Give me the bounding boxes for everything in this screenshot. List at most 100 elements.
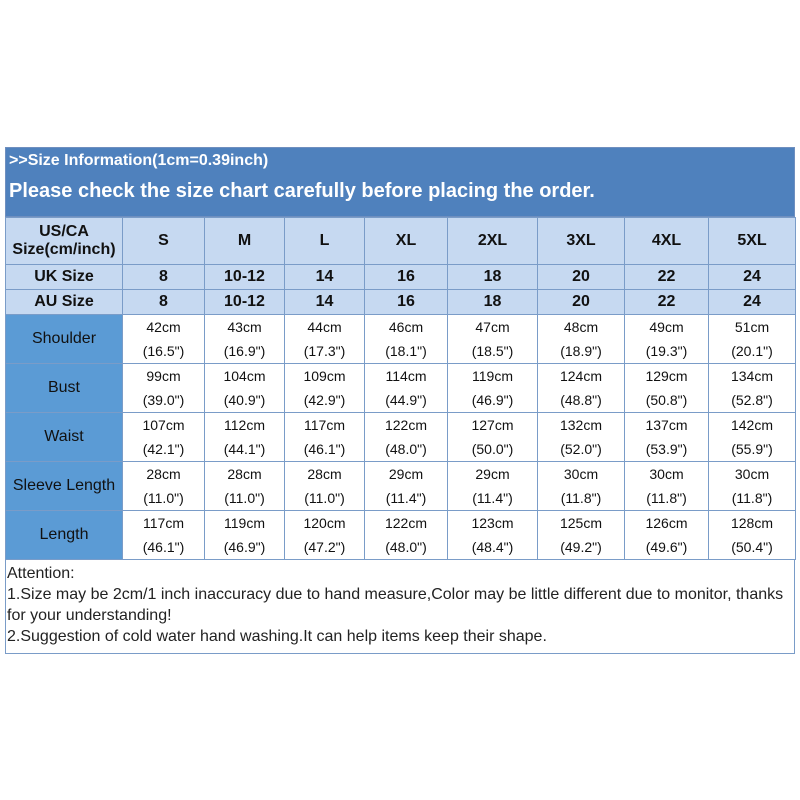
inch-value: (20.1")	[731, 343, 773, 359]
cm-value: 51cm	[734, 319, 770, 335]
inch-value: (39.0")	[142, 392, 185, 408]
cm-value: 44cm	[307, 319, 342, 335]
cm-value: 127cm	[471, 417, 514, 433]
attention-note-1: 1.Size may be 2cm/1 inch inaccuracy due …	[7, 586, 784, 624]
size-chart-notice: Please check the size chart carefully be…	[9, 180, 595, 202]
size-chart: >>Size Information(1cm=0.39inch) Please …	[5, 147, 796, 654]
cm-value: 119cm	[472, 368, 513, 384]
header-cell: 5XL	[708, 217, 796, 265]
inch-value: (11.8")	[560, 490, 602, 506]
cm-value: 142cm	[730, 417, 774, 433]
inch-value: (50.0")	[471, 441, 514, 457]
cm-value: 126cm	[645, 515, 688, 531]
measurement-cell: 112cm (44.1")	[204, 412, 285, 462]
measurement-cell: 109cm (42.9")	[284, 363, 365, 413]
cm-value: 129cm	[645, 368, 688, 384]
inch-value: (11.4")	[385, 490, 427, 506]
measurement-cell: 47cm (18.5")	[447, 314, 538, 364]
measurement-cell: 30cm (11.8")	[537, 461, 625, 511]
inch-value: (42.1")	[142, 441, 185, 457]
inch-value: (19.3")	[645, 343, 688, 359]
measurement-cell: 119cm (46.9")	[447, 363, 538, 413]
header-cell: 3XL	[537, 217, 625, 265]
header-cell: 22	[624, 264, 709, 290]
header-cell: 16	[364, 264, 448, 290]
header-cell: 16	[364, 289, 448, 315]
measurement-cell: 117cm (46.1")	[122, 510, 205, 560]
inch-value: (16.5")	[142, 343, 185, 359]
cm-value: 47cm	[475, 319, 510, 335]
cm-value: 30cm	[649, 466, 684, 482]
header-cell: 24	[708, 289, 796, 315]
cm-value: 125cm	[559, 515, 603, 531]
cm-value: 29cm	[475, 466, 510, 482]
measurement-cell: 44cm (17.3")	[284, 314, 365, 364]
cm-value: 30cm	[563, 466, 599, 482]
measurement-cell: 114cm (44.9")	[364, 363, 448, 413]
inch-value: (47.2")	[303, 539, 346, 555]
size-info-title: >>Size Information(1cm=0.39inch)	[9, 152, 269, 169]
inch-value: (11.0")	[224, 490, 265, 506]
measurement-cell: 122cm (48.0")	[364, 510, 448, 560]
measurement-cell: 117cm (46.1")	[284, 412, 365, 462]
inch-value: (46.9")	[471, 392, 514, 408]
measurement-label: Sleeve Length	[5, 461, 123, 511]
inch-value: (11.8")	[731, 490, 773, 506]
measurement-cell: 42cm (16.5")	[122, 314, 205, 364]
inch-value: (18.9")	[560, 343, 602, 359]
cm-value: 42cm	[146, 319, 181, 335]
cm-value: 107cm	[142, 417, 185, 433]
inch-value: (48.4")	[471, 539, 514, 555]
measurement-cell: 127cm (50.0")	[447, 412, 538, 462]
inch-value: (40.9")	[223, 392, 266, 408]
inch-value: (11.8")	[646, 490, 687, 506]
cm-value: 43cm	[227, 319, 262, 335]
header-label: UK Size	[5, 264, 123, 290]
cm-value: 128cm	[730, 515, 774, 531]
measurement-row: Shoulder 42cm (16.5") 43cm (16.9") 44cm (17.3"…	[5, 314, 796, 364]
measurement-row: Length 117cm (46.1") 119cm (46.9") 120cm (47.2…	[5, 510, 796, 560]
inch-value: (50.8")	[645, 392, 688, 408]
measurement-cell: 122cm (48.0")	[364, 412, 448, 462]
header-row: AU Size 8 10-12 14 16 18 20 22 24	[5, 289, 796, 315]
title-band: >>Size Information(1cm=0.39inch) Please …	[5, 147, 795, 217]
inch-value: (49.2")	[560, 539, 602, 555]
inch-value: (18.5")	[471, 343, 514, 359]
header-cell: 20	[537, 289, 625, 315]
cm-value: 112cm	[224, 417, 265, 433]
measurement-cell: 51cm (20.1")	[708, 314, 796, 364]
measurement-cell: 132cm (52.0")	[537, 412, 625, 462]
header-cell: 18	[447, 289, 538, 315]
cm-value: 109cm	[303, 368, 346, 384]
measurement-cell: 104cm (40.9")	[204, 363, 285, 413]
measurement-label: Waist	[5, 412, 123, 462]
measurement-cell: 123cm (48.4")	[447, 510, 538, 560]
measurement-cell: 124cm (48.8")	[537, 363, 625, 413]
measurement-cell: 119cm (46.9")	[204, 510, 285, 560]
cm-value: 28cm	[146, 466, 181, 482]
inch-value: (46.9")	[223, 539, 266, 555]
attention-heading: Attention:	[7, 565, 75, 582]
measurement-row: Bust 99cm (39.0") 104cm (40.9") 109cm (42.9") 1…	[5, 363, 796, 413]
header-cell: 8	[122, 264, 205, 290]
header-cell: 20	[537, 264, 625, 290]
header-cell: 10-12	[204, 264, 285, 290]
header-cell: L	[284, 217, 365, 265]
header-cell: M	[204, 217, 285, 265]
header-cell: 14	[284, 289, 365, 315]
measurement-cell: 29cm (11.4")	[364, 461, 448, 511]
cm-value: 46cm	[388, 319, 424, 335]
cm-value: 137cm	[645, 417, 688, 433]
inch-value: (18.1")	[385, 343, 427, 359]
inch-value: (52.0")	[560, 441, 602, 457]
measurement-label: Shoulder	[5, 314, 123, 364]
cm-value: 49cm	[649, 319, 684, 335]
measurement-cell: 49cm (19.3")	[624, 314, 709, 364]
inch-value: (48.0")	[385, 539, 427, 555]
size-table: US/CA Size(cm/inch) S M L XL 2XL 3XL 4XL 5XL UK S…	[5, 217, 796, 560]
attention-note-2: 2.Suggestion of cold water hand washing.…	[7, 628, 547, 645]
inch-value: (49.6")	[645, 539, 688, 555]
measurement-cell: 134cm (52.8")	[708, 363, 796, 413]
header-label: US/CA Size(cm/inch)	[5, 217, 123, 265]
header-cell: XL	[364, 217, 448, 265]
